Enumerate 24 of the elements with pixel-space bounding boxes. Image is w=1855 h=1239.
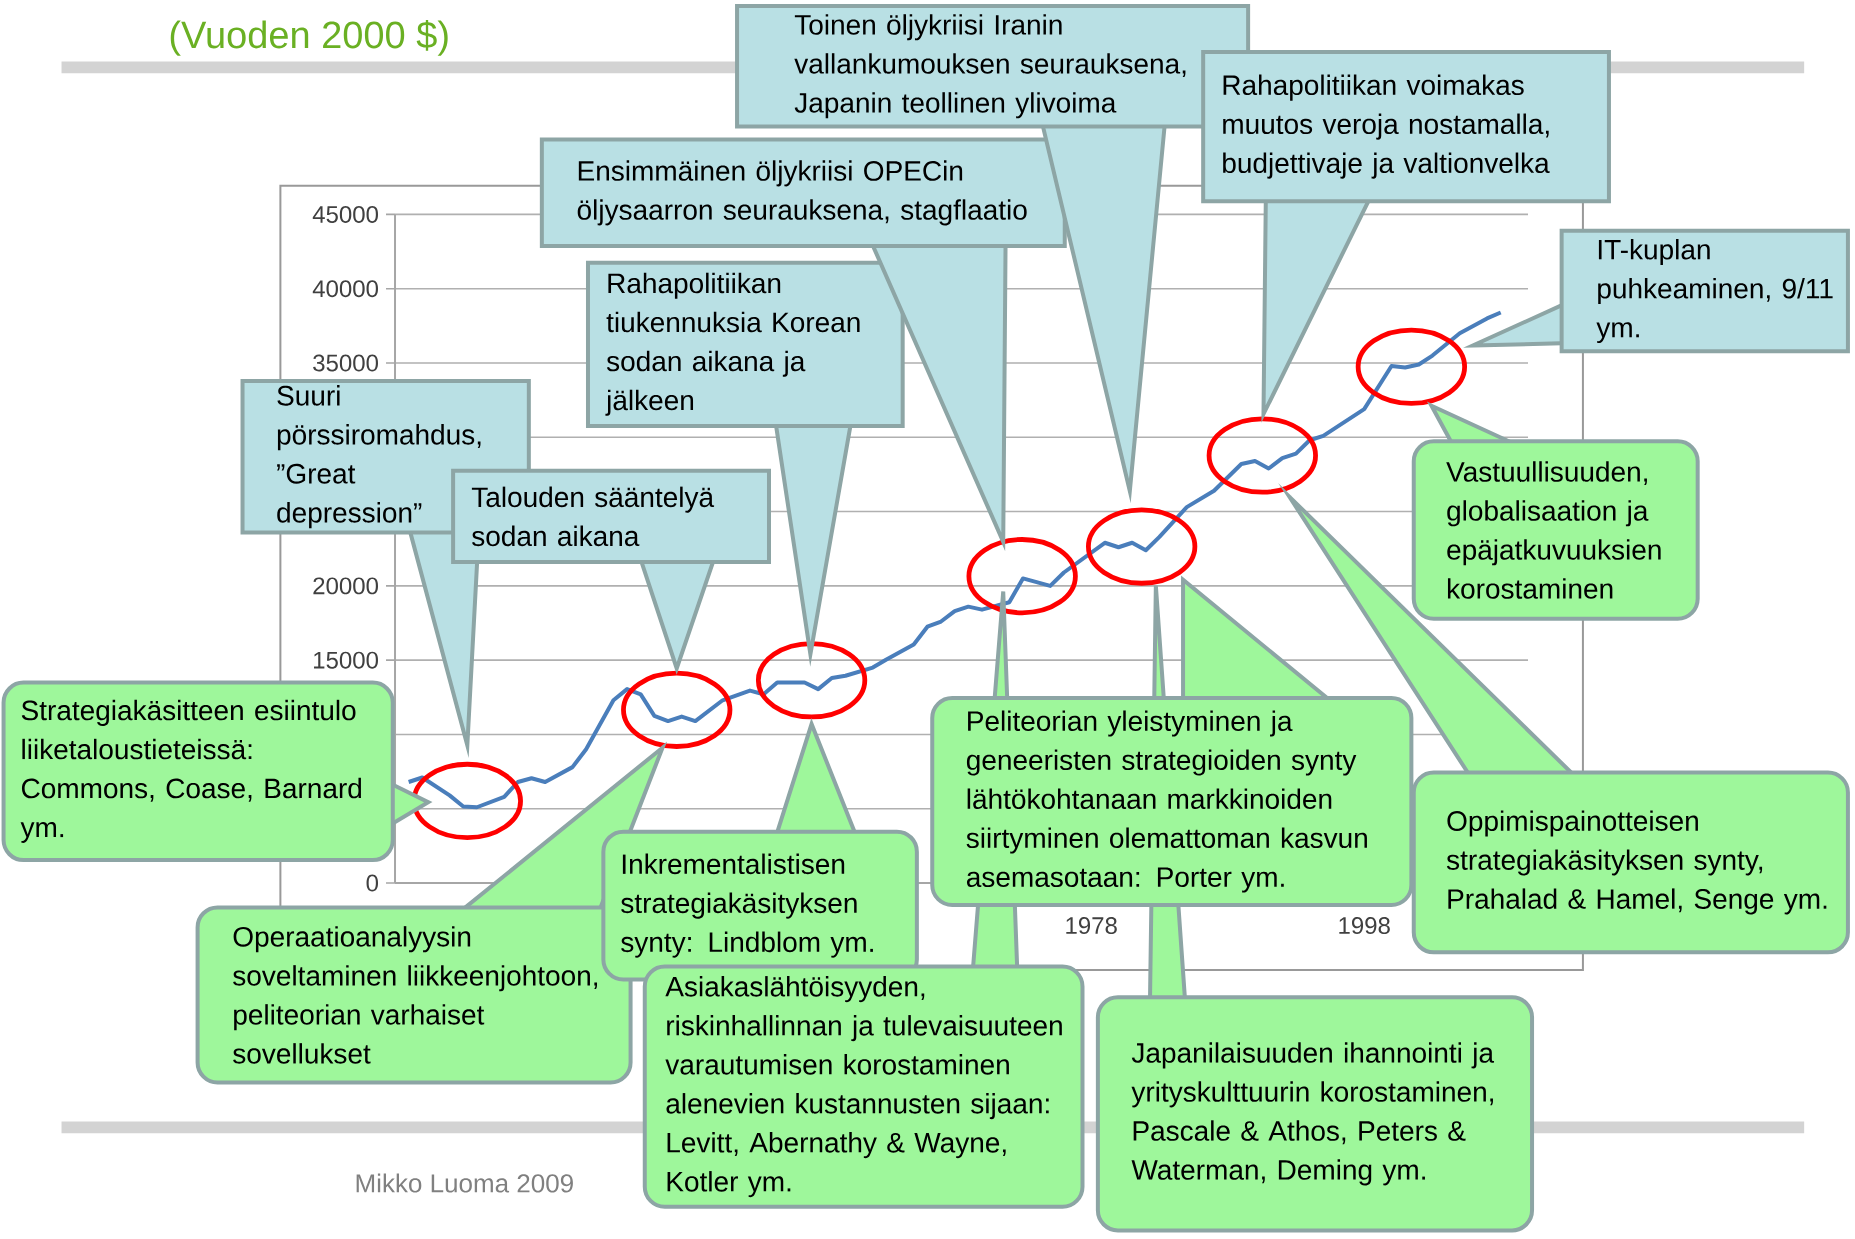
text: IT-kuplan puhkeaminen, 9/11 ym. [1596,238,1833,344]
text: Asiakaslähtöisyyden, riskinhallinnan ja tulevaisuuteen varautumisen korostaminen alenevien kustannusten sijaan: Levitt, Abernathy & Wayne, Kotler ym. [665,976,1062,1198]
text: Strategiakäsitteen esiintulo liiketaloustieteissä: Commons, Coase, Barnard ym. [20,699,362,843]
annotation: Inkrementalistisen strategiakäsityksen synty: Lindblom ym. [621,853,873,958]
y-tick-label: 0 [366,874,379,892]
annotation: Oppimispainotteisen strategiakäsityksen synty, Prahalad & Hamel, Senge ym. [1446,810,1827,915]
annotation: Ensimmäinen öljykriisi OPECin öljysaarron seurauksena, stagflaatio [577,160,1027,226]
annotation: Talouden sääntelyä sodan aikana [471,486,715,547]
annotation: Vastuullisuuden, globalisaation ja epäjatkuvuuksien korostaminen [1446,461,1661,599]
x-tick-label: 1978 [1066,917,1117,935]
text: Rahapolitiikan voimakas muutos veroja nostamalla, budjettivaje ja valtionvelka [1223,74,1550,179]
y-tick-label: 45000 [312,205,378,223]
text: Toinen öljykriisi Iranin vallankumouksen seurauksena, Japanin teollinen ylivoima [794,14,1186,119]
x-tick-label: 1998 [1339,917,1390,935]
y-tick-label: 40000 [312,280,378,298]
y-tick-label: 35000 [313,354,378,372]
text: Mikko Luoma 2009 [356,1173,573,1193]
text: Japanilaisuuden ihannointi ja yrityskulttuurin korostaminen, Pascale & Athos, Peters & Waterman, Deming ym. [1131,1042,1495,1186]
y-tick-label: 15000 [314,651,378,669]
annotation: Rahapolitiikan tiukennuksia Korean sodan aikana ja jälkeen [605,272,860,416]
annotation: Peliteorian yleistyminen ja geneeristen strategioiden synty lähtökohtanaan markkinoiden siirtyminen olemattoman kasvun asemasotaan: Porter ym. [966,710,1367,893]
text: Operaatioanalyysin soveltaminen liikkeenjohtoon, peliteorian varhaiset sovellukset [233,926,598,1064]
chart-subtitle: (Vuoden 2000 $) [170,19,448,56]
y-tick-label: 20000 [313,577,378,595]
